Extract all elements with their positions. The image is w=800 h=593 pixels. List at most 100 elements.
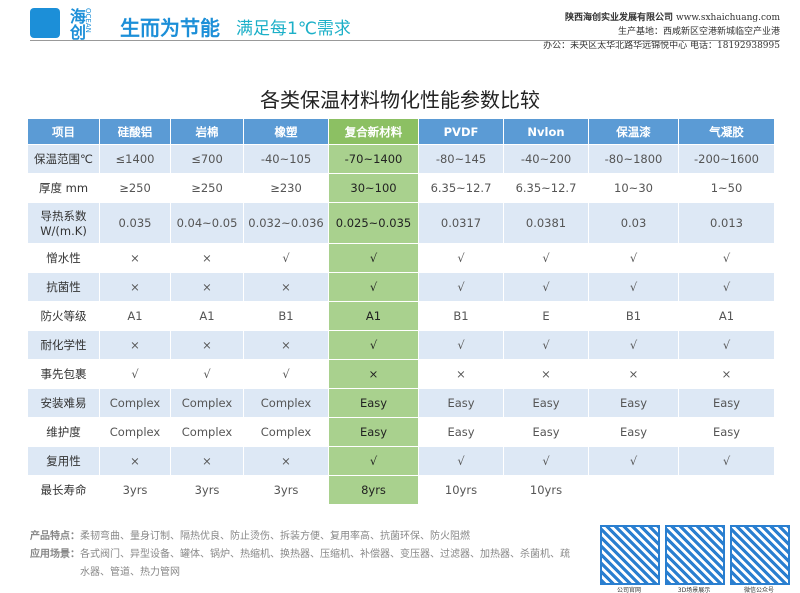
footer-text: 产品特点：柔韧弯曲、量身订制、隔热优良、防止烫伤、拆装方便、复用率高、抗菌环保、… bbox=[30, 528, 570, 582]
cell: 0.032~0.036 bbox=[243, 202, 329, 244]
table-row: 最长寿命 3yrs 3yrs 3yrs 8yrs 10yrs 10yrs bbox=[27, 475, 775, 505]
cell: A1 bbox=[170, 301, 244, 331]
cell: Easy bbox=[588, 417, 679, 447]
table-row: 导热系数 W/(m.K) 0.035 0.04~0.05 0.032~0.036 0.0… bbox=[27, 202, 775, 244]
cell: -80~145 bbox=[418, 144, 504, 174]
cell: √ bbox=[170, 359, 244, 389]
cell: -40~200 bbox=[503, 144, 589, 174]
column-header: 气凝胶 bbox=[678, 118, 775, 145]
cell: 30~100 bbox=[328, 173, 419, 203]
cell: × bbox=[170, 243, 244, 273]
cell: √ bbox=[503, 243, 589, 273]
apps: 应用场景： 各式阀门、异型设备、罐体、锅炉、热缩机、换热器、压缩机、补偿器、变压器… bbox=[30, 546, 570, 582]
cell: √ bbox=[503, 330, 589, 360]
cell: √ bbox=[243, 359, 329, 389]
cell: Complex bbox=[243, 417, 329, 447]
cell: √ bbox=[678, 446, 775, 476]
column-header: 复合新材料 bbox=[328, 118, 419, 145]
row-label: 厚度 mm bbox=[27, 173, 100, 203]
table-row: 厚度 mm ≥250 ≥250 ≥230 30~100 6.35~12.7 6.35~12.… bbox=[27, 173, 775, 203]
qr-label: 公司官网 bbox=[616, 587, 641, 593]
cell: ≥250 bbox=[99, 173, 171, 203]
row-label: 保温范围℃ bbox=[27, 144, 100, 174]
row-label: 抗菌性 bbox=[27, 272, 100, 302]
cell: √ bbox=[418, 330, 504, 360]
cell: Easy bbox=[503, 417, 589, 447]
cell: 0.013 bbox=[678, 202, 775, 244]
features-label: 产品特点： bbox=[30, 531, 80, 542]
features-text: 柔韧弯曲、量身订制、隔热优良、防止烫伤、拆装方便、复用率高、抗菌环保、防火阻燃 bbox=[80, 531, 470, 542]
website: www.sxhaichuang.com bbox=[675, 13, 780, 23]
cell: √ bbox=[328, 272, 419, 302]
cell: √ bbox=[588, 446, 679, 476]
cell: ≤700 bbox=[170, 144, 244, 174]
cell: 3yrs bbox=[99, 475, 171, 505]
column-header: PVDF bbox=[418, 118, 504, 145]
cell: -40~105 bbox=[243, 144, 329, 174]
cell: √ bbox=[418, 446, 504, 476]
cell: Easy bbox=[503, 388, 589, 418]
cell: × bbox=[678, 359, 775, 389]
cell bbox=[588, 475, 679, 505]
slogan: 生而为节能 bbox=[120, 16, 220, 40]
cell: 0.0381 bbox=[503, 202, 589, 244]
cell: 0.0317 bbox=[418, 202, 504, 244]
office: 办公：未央区太华北路华远锦悦中心 bbox=[543, 41, 688, 51]
contact: 陕西海创实业发展有限公司 www.sxhaichuang.com 生产基地：西咸… bbox=[543, 11, 780, 53]
cell: × bbox=[99, 330, 171, 360]
cell: × bbox=[418, 359, 504, 389]
column-header: 橡塑 bbox=[243, 118, 329, 145]
cell: √ bbox=[678, 243, 775, 273]
row-label: 安装难易 bbox=[27, 388, 100, 418]
cell: Complex bbox=[243, 388, 329, 418]
cell: A1 bbox=[678, 301, 775, 331]
cell: 0.025~0.035 bbox=[328, 202, 419, 244]
header-rule bbox=[30, 40, 780, 41]
column-header: 保温漆 bbox=[588, 118, 679, 145]
qr-label: 3D场景展示 bbox=[677, 587, 711, 593]
cell: × bbox=[243, 330, 329, 360]
cell: 10yrs bbox=[418, 475, 504, 505]
cell: √ bbox=[328, 446, 419, 476]
column-header: 项目 bbox=[27, 118, 100, 145]
cell: A1 bbox=[328, 301, 419, 331]
cell: √ bbox=[328, 330, 419, 360]
cell: 0.03 bbox=[588, 202, 679, 244]
cell: -70~1400 bbox=[328, 144, 419, 174]
cell: E bbox=[503, 301, 589, 331]
cell: × bbox=[243, 446, 329, 476]
cell: × bbox=[170, 446, 244, 476]
cell: √ bbox=[503, 272, 589, 302]
cell: 3yrs bbox=[243, 475, 329, 505]
features: 产品特点：柔韧弯曲、量身订制、隔热优良、防止烫伤、拆装方便、复用率高、抗菌环保、… bbox=[30, 528, 570, 546]
cell: √ bbox=[418, 272, 504, 302]
cell: B1 bbox=[418, 301, 504, 331]
cell: 8yrs bbox=[328, 475, 419, 505]
row-label: 维护度 bbox=[27, 417, 100, 447]
cell: 0.035 bbox=[99, 202, 171, 244]
apps-text: 各式阀门、异型设备、罐体、锅炉、热缩机、换热器、压缩机、补偿器、变压器、过滤器、… bbox=[80, 549, 570, 578]
cell: -200~1600 bbox=[678, 144, 775, 174]
cell: B1 bbox=[588, 301, 679, 331]
slogan2: 满足每1℃需求 bbox=[236, 19, 351, 39]
cell: 6.35~12.7 bbox=[503, 173, 589, 203]
phone: 电话：18192938995 bbox=[690, 41, 780, 51]
table-row: 憎水性 × × √ √ √ √ √ √ bbox=[27, 243, 775, 273]
cell: Easy bbox=[418, 388, 504, 418]
cell: Complex bbox=[99, 417, 171, 447]
table-row: 防火等级 A1 A1 B1 A1 B1 E B1 A1 bbox=[27, 301, 775, 331]
cell: × bbox=[588, 359, 679, 389]
column-header: 硅酸铝 bbox=[99, 118, 171, 145]
cell: √ bbox=[99, 359, 171, 389]
cell: √ bbox=[588, 272, 679, 302]
cell: ≥250 bbox=[170, 173, 244, 203]
cell: × bbox=[99, 243, 171, 273]
cell: 3yrs bbox=[170, 475, 244, 505]
cell: √ bbox=[678, 330, 775, 360]
cell: 10~30 bbox=[588, 173, 679, 203]
cell: × bbox=[503, 359, 589, 389]
cell: Easy bbox=[328, 417, 419, 447]
cell: × bbox=[243, 272, 329, 302]
table-row: 维护度 Complex Complex Complex Easy Easy Easy Easy… bbox=[27, 417, 775, 447]
